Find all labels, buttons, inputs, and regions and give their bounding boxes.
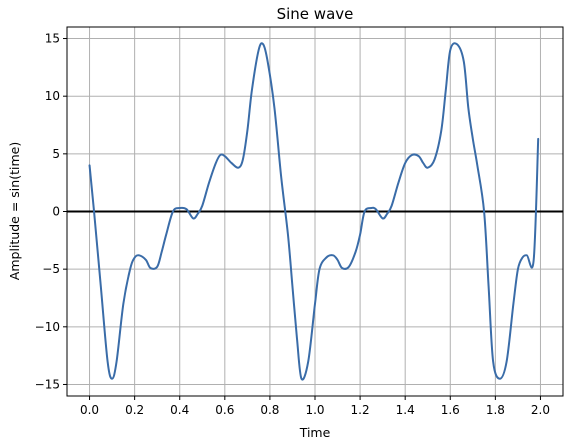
y-tick-label: −5 xyxy=(42,262,60,276)
y-axis-ticks: −15 −10 −5 0 5 10 15 xyxy=(35,32,67,391)
x-tick-label: 0.8 xyxy=(260,403,279,417)
x-tick-label: 1.8 xyxy=(486,403,505,417)
x-tick-label: 1.4 xyxy=(396,403,415,417)
x-tick-label: 1.6 xyxy=(441,403,460,417)
y-tick-label: −15 xyxy=(35,377,60,391)
x-tick-label: 1.0 xyxy=(305,403,324,417)
y-tick-label: 0 xyxy=(52,205,60,219)
y-tick-label: 15 xyxy=(45,32,60,46)
y-tick-label: −10 xyxy=(35,320,60,334)
x-axis-label: Time xyxy=(299,425,331,440)
x-tick-label: 2.0 xyxy=(531,403,550,417)
x-tick-label: 1.2 xyxy=(351,403,370,417)
x-tick-label: 0.6 xyxy=(215,403,234,417)
y-axis-label: Amplitude = sin(time) xyxy=(7,142,22,280)
x-tick-label: 0.0 xyxy=(80,403,99,417)
x-axis-ticks: 0.0 0.2 0.4 0.6 0.8 1.0 1.2 1.4 1.6 1.8 2.0 xyxy=(80,396,550,417)
x-tick-label: 0.2 xyxy=(125,403,144,417)
chart-title: Sine wave xyxy=(277,5,354,23)
sine-wave-series-line xyxy=(88,42,540,381)
y-tick-label: 5 xyxy=(52,147,60,161)
y-tick-label: 10 xyxy=(45,89,60,103)
x-tick-label: 0.4 xyxy=(170,403,189,417)
